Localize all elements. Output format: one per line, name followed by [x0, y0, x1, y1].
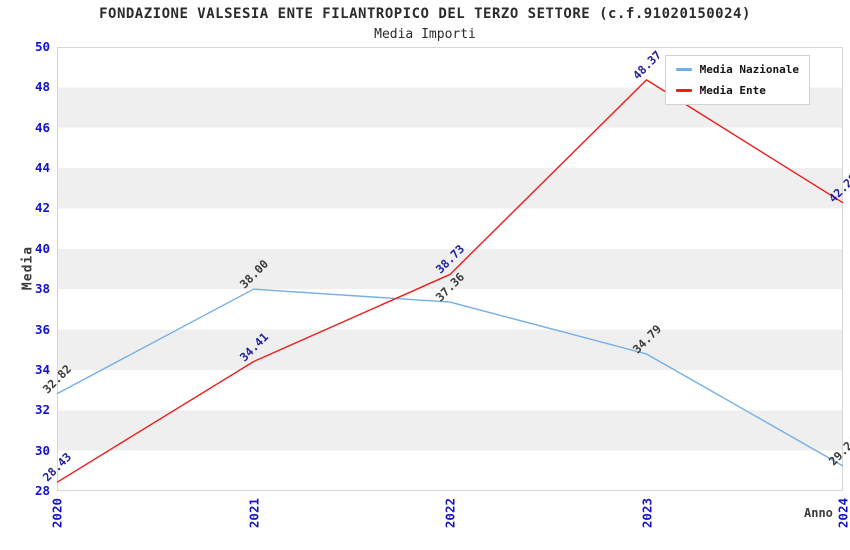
chart-title: FONDAZIONE VALSESIA ENTE FILANTROPICO DE…	[99, 6, 751, 22]
legend-swatch-media-ente	[675, 89, 692, 92]
x-tick-label-2020: 2020	[49, 498, 65, 529]
y-tick-label-48: 48	[34, 79, 50, 95]
series-lines	[56, 79, 844, 483]
x-tick-label-2023: 2023	[639, 498, 654, 529]
series-line-media-ente	[56, 79, 844, 483]
y-tick-label-34: 34	[34, 361, 50, 377]
legend-item-media-ente: Media Ente	[675, 84, 799, 97]
chart-subtitle: Media Importi	[374, 27, 476, 42]
legend-swatch-media-nazionale	[675, 68, 692, 71]
y-tick-label-50: 50	[34, 39, 50, 54]
legend-label-media-nazionale: Media Nazionale	[699, 63, 799, 76]
x-tick-label-2021: 2021	[246, 498, 261, 529]
x-tick-label-2022: 2022	[442, 498, 458, 529]
y-tick-label-44: 44	[34, 160, 50, 176]
y-tick-label-36: 36	[34, 321, 50, 337]
y-tick-label-40: 40	[34, 240, 50, 256]
legend: Media Nazionale Media Ente	[664, 55, 810, 105]
series-line-media-nazionale	[56, 288, 844, 467]
y-tick-label-28: 28	[34, 483, 50, 498]
y-tick-label-38: 38	[34, 281, 50, 297]
y-tick-label-42: 42	[34, 200, 50, 216]
x-axis-title: Anno	[804, 506, 833, 520]
y-tick-label-30: 30	[34, 442, 50, 458]
legend-item-media-nazionale: Media Nazionale	[675, 63, 799, 76]
x-tick-label-2024: 2024	[835, 498, 850, 529]
legend-label-media-ente: Media Ente	[699, 84, 766, 97]
y-tick-label-32: 32	[34, 402, 50, 418]
y-tick-label-46: 46	[34, 119, 50, 135]
plot-area: Media Nazionale Media Ente 32.82 38.00 37.3…	[40, 47, 850, 491]
